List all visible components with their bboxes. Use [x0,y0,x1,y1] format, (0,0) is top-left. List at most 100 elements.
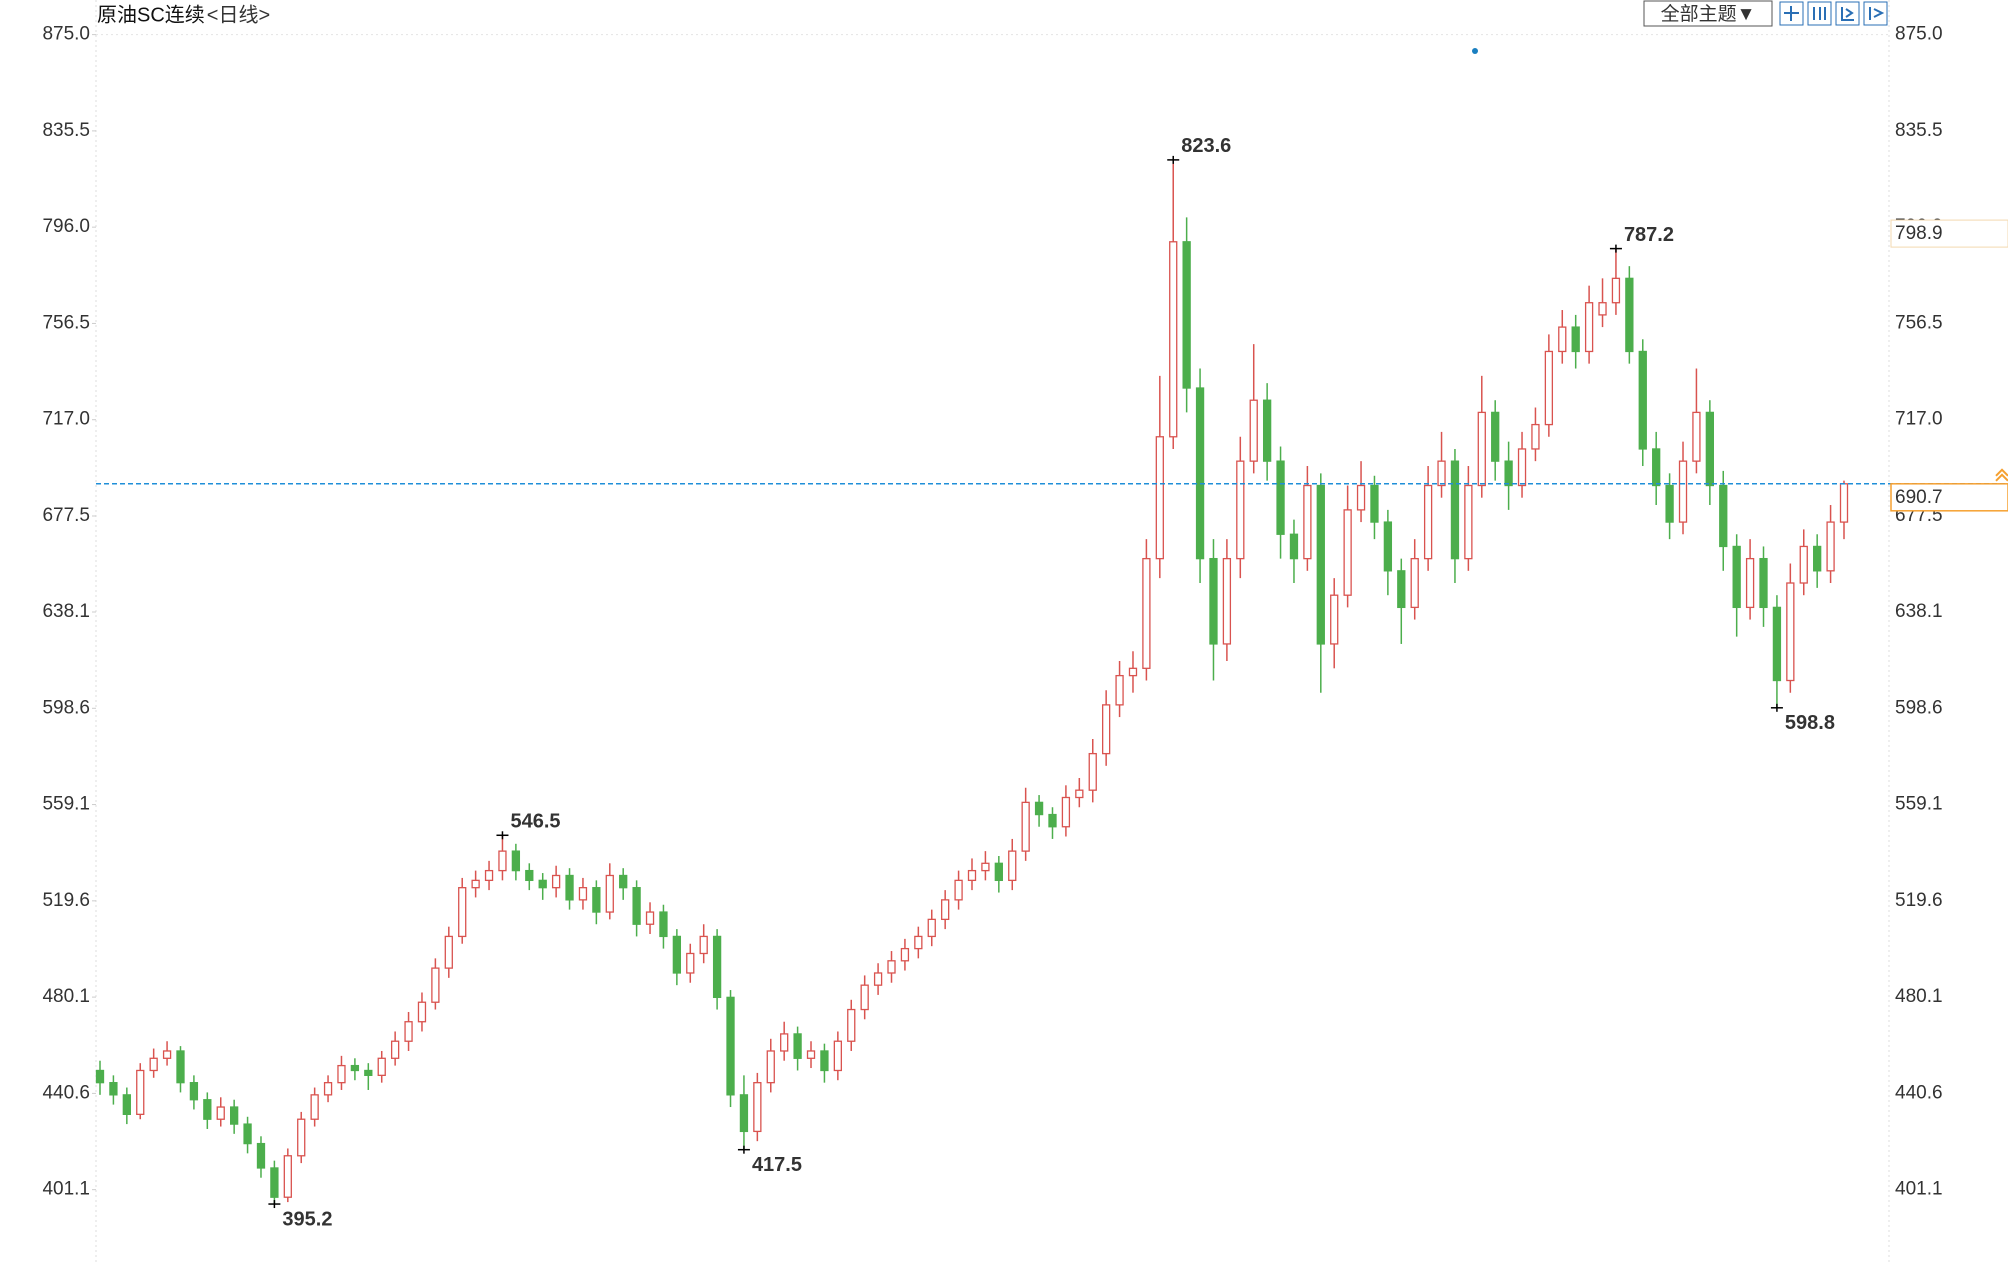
candle-body [699,935,708,955]
candle-body [471,879,480,889]
candle-body [1356,484,1366,511]
candle-body [632,887,641,925]
candle-body [860,984,869,1011]
candle-body [1088,752,1097,791]
candle-body [565,874,574,901]
candle-body [1665,484,1674,523]
candle-body [1142,557,1151,669]
extreme-label: 395.2 [282,1208,332,1230]
candle-body [887,960,896,974]
candle-body [619,874,628,889]
candle-body [364,1069,373,1077]
candle-body [431,967,440,1003]
y-tick-label: 875.0 [42,24,90,45]
candle-body [1598,302,1607,316]
candle-body [525,869,534,882]
candle-body [1799,545,1808,584]
y2-tick-label: 480.1 [1895,986,1943,1007]
candle-body [994,862,1003,882]
marker-dot [1472,48,1478,54]
candle-body [551,874,561,889]
candle-body [1745,557,1755,609]
candle-body [1531,423,1540,450]
candle-body [1262,399,1272,462]
theme-button[interactable] [1643,0,1773,27]
candle-body [1437,460,1446,487]
candle-body [820,1050,829,1072]
candle-body [1397,570,1406,609]
candle-body [927,918,936,938]
candle-body [1236,460,1245,560]
candle-body [1115,674,1124,706]
candle-body [967,869,977,882]
candle-body [672,935,682,974]
candle-body [511,850,521,872]
y-tick-label: 756.5 [42,312,90,333]
candle-body [297,1118,306,1157]
candle-body [1544,350,1554,426]
candle-body [1839,483,1849,523]
candle-body [377,1057,386,1077]
candle-body [310,1094,319,1120]
candle-body [1021,801,1030,852]
candle-body [1772,606,1782,682]
candle-body [645,911,655,925]
candle-body [404,1021,413,1042]
candle-body [1678,460,1688,523]
candle-body [109,1082,118,1096]
tool-icon[interactable] [1835,1,1860,26]
candle-body [1423,484,1433,560]
candle-body [1034,801,1044,816]
candle-body [1504,460,1513,487]
theme-button-label[interactable]: 全部主题▼ [1661,3,1756,25]
candle-body [390,1040,400,1059]
y-tick-label: 519.6 [42,890,90,911]
y2-tick-label: 835.5 [1895,120,1943,141]
y2-tick-label: 638.1 [1895,601,1943,622]
candle-body [659,911,668,938]
y-tick-label: 401.1 [42,1179,90,1200]
candle-body [417,1001,427,1023]
candle-body [1652,448,1661,487]
y-tick-label: 440.6 [42,1082,90,1103]
candle-body [712,935,722,999]
candle-body [914,935,923,950]
candle-body [1343,509,1352,596]
candle-body [1383,521,1393,572]
candle-body [1316,484,1325,645]
y-tick-label: 717.0 [42,409,90,430]
candle-body [149,1057,158,1072]
y2-tick-label: 598.6 [1895,697,1943,718]
chart-title: 原油SC连续 [97,3,205,26]
y-tick-label: 598.6 [42,697,90,718]
candle-body [538,879,547,889]
candle-body [1813,545,1822,572]
candle-body [1330,594,1339,645]
candle-body [605,874,614,913]
candle-body [136,1069,145,1115]
y-tick-label: 638.1 [42,601,90,622]
candle-body [1571,326,1580,353]
candle-body [1222,557,1232,645]
candle-body [1102,704,1111,755]
candle-body [780,1033,789,1052]
candle-body [793,1033,802,1059]
candle-body [444,935,453,969]
tool-icon[interactable] [1863,1,1888,26]
y-tick-label: 480.1 [42,986,90,1007]
extreme-label: 787.2 [1624,224,1674,246]
candle-body [203,1099,212,1120]
candle-body [1209,557,1218,645]
candle-body [1061,796,1071,828]
candle-body [873,972,883,986]
y2-tick-label: 875.0 [1895,24,1943,45]
candle-body [1584,302,1594,353]
candle-body [458,887,467,938]
candle-body [1705,411,1714,487]
candle-body [1759,557,1768,609]
candle-body [1128,667,1138,677]
candle-body [350,1064,360,1072]
extreme-label: 823.6 [1181,135,1231,157]
candle-body [1410,557,1419,609]
